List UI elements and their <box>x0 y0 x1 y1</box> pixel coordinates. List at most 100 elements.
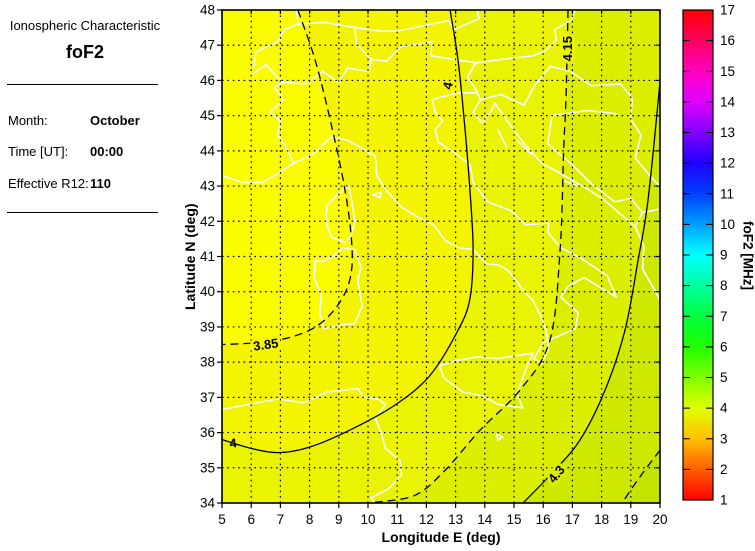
coastline <box>545 10 577 52</box>
colorbar-tick-label: 6 <box>720 339 728 354</box>
y-tick-label: 48 <box>200 3 215 18</box>
coastlines <box>222 10 660 503</box>
coastline <box>551 109 618 117</box>
contour-line-4.45 <box>621 449 660 503</box>
y-tick-label: 42 <box>200 214 215 229</box>
colorbar-tick-label: 8 <box>720 278 728 293</box>
y-tick-label: 45 <box>200 108 215 123</box>
field-value: 00:00 <box>90 144 124 159</box>
y-tick-label: 36 <box>200 425 215 440</box>
coastline <box>550 65 660 187</box>
y-tick-label: 44 <box>200 143 216 158</box>
x-tick-label: 7 <box>277 512 285 527</box>
x-tick-label: 17 <box>565 512 580 527</box>
colorbar-tick-label: 2 <box>720 462 728 477</box>
axis-ticks <box>217 9 661 508</box>
tick-labels: 5 6 7 8 9 10 11 12 13 14 15 16 17 18 19 203435363738394… <box>200 3 736 528</box>
coastline <box>313 246 363 330</box>
x-tick-label: 9 <box>335 512 343 527</box>
x-tick-label: 19 <box>623 512 638 527</box>
colorbar-tick-label: 16 <box>720 33 735 48</box>
field-label: Month: <box>8 113 48 128</box>
x-tick-label: 11 <box>390 512 404 527</box>
colorbar-ticks <box>683 40 713 470</box>
colorbar-tick-label: 17 <box>720 3 735 18</box>
field-value: October <box>90 113 140 128</box>
coastline <box>563 180 579 187</box>
x-tick-label: 5 <box>218 512 226 527</box>
info-panel: Ionospheric Characteristic foF2 Month: O… <box>0 0 170 551</box>
x-tick-label: 8 <box>306 512 314 527</box>
contour-line-4.3 <box>522 82 660 503</box>
x-tick-label: 15 <box>506 512 521 527</box>
field-label: Effective R12: <box>8 176 89 191</box>
colorbar-tick-label: 7 <box>720 309 728 324</box>
coastline <box>222 92 660 365</box>
x-tick-label: 13 <box>448 512 463 527</box>
coastline <box>354 10 480 32</box>
coastline <box>269 40 479 164</box>
colorbar-tick-label: 13 <box>720 125 735 140</box>
y-tick-label: 47 <box>200 38 215 53</box>
y-tick-label: 35 <box>200 460 215 475</box>
coastline <box>516 139 533 155</box>
x-tick-label: 12 <box>419 512 434 527</box>
colorbar-tick-label: 14 <box>720 94 736 109</box>
coastline <box>222 387 403 503</box>
divider <box>7 84 158 85</box>
panel-title: Ionospheric Characteristic <box>9 18 161 33</box>
y-tick-label: 39 <box>200 319 215 334</box>
colorbar-tick-label: 15 <box>720 64 735 79</box>
x-tick-label: 6 <box>247 512 255 527</box>
coastline <box>253 23 299 69</box>
colorbar-title: foF2 [MHz] <box>740 220 755 290</box>
contour-band-4.15 <box>375 10 660 503</box>
contour-line-3.85 <box>222 10 353 346</box>
contour-line-4.15 <box>374 10 569 503</box>
coastline <box>324 185 356 244</box>
y-tick-label: 37 <box>200 390 215 405</box>
coastline <box>371 191 382 199</box>
colorbar-tick-label: 1 <box>720 493 728 508</box>
coastline <box>497 129 508 148</box>
y-tick-label: 38 <box>200 355 215 370</box>
x-axis-title: Longitude E (deg) <box>381 529 501 545</box>
colorbar-tick-label: 11 <box>720 186 734 201</box>
x-tick-label: 10 <box>360 512 375 527</box>
coastline <box>295 10 372 60</box>
contour-band-4.3 <box>523 82 660 503</box>
colorbar-tick-label: 9 <box>720 248 728 263</box>
divider <box>7 212 158 213</box>
coastline <box>614 197 644 227</box>
coastline <box>438 352 534 409</box>
coastline <box>480 65 552 106</box>
colorbar-tick-label: 4 <box>720 401 728 416</box>
colorbar-tick-label: 3 <box>720 431 728 446</box>
colorbar-tick-label: 12 <box>720 156 735 171</box>
x-tick-label: 14 <box>477 512 493 527</box>
y-tick-label: 41 <box>200 249 215 264</box>
x-tick-label: 18 <box>594 512 609 527</box>
x-tick-label: 20 <box>652 512 667 527</box>
y-tick-label: 46 <box>200 73 215 88</box>
parameter-name: foF2 <box>66 42 104 62</box>
contour-label-4: 4 <box>440 80 456 91</box>
contour-label-4: 4 <box>228 435 238 451</box>
contour-line-4 <box>222 10 474 454</box>
colorbar-tick-label: 5 <box>720 370 728 385</box>
coastline <box>250 63 283 83</box>
colorbar-tick-label: 10 <box>720 217 735 232</box>
field-label: Time [UT]: <box>8 144 69 159</box>
coastline <box>546 115 616 203</box>
field-value: 110 <box>90 176 111 191</box>
coastline <box>495 433 504 442</box>
x-tick-label: 16 <box>536 512 551 527</box>
contour-label-4.15: 4.15 <box>560 36 575 61</box>
coastline <box>642 208 660 214</box>
y-tick-label: 34 <box>200 496 216 511</box>
coastline <box>475 49 547 64</box>
y-tick-label: 40 <box>200 284 215 299</box>
